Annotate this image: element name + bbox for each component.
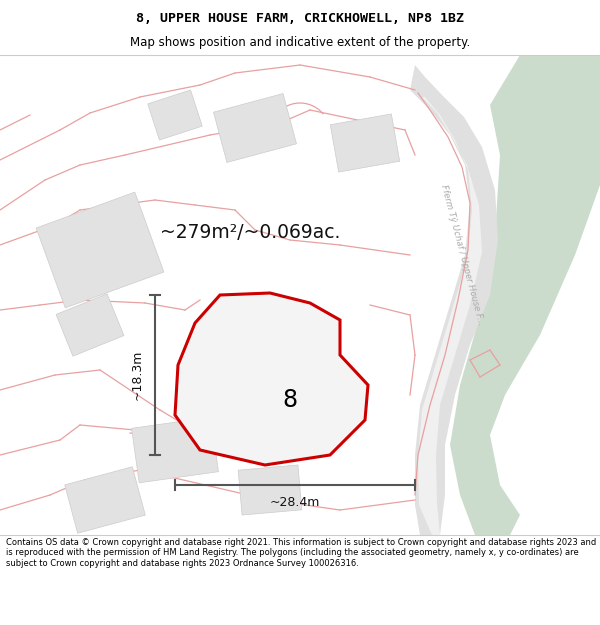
Polygon shape: [175, 293, 368, 465]
Polygon shape: [418, 97, 482, 535]
Polygon shape: [148, 90, 202, 140]
Polygon shape: [260, 366, 350, 434]
Polygon shape: [36, 192, 164, 308]
Polygon shape: [450, 55, 600, 535]
Text: Fferm Tŷ Uchaf / Upper House F...: Fferm Tŷ Uchaf / Upper House F...: [439, 184, 485, 326]
Text: ~279m²/~0.069ac.: ~279m²/~0.069ac.: [160, 224, 340, 243]
Polygon shape: [238, 465, 302, 515]
Polygon shape: [65, 467, 145, 533]
Text: Contains OS data © Crown copyright and database right 2021. This information is : Contains OS data © Crown copyright and d…: [6, 538, 596, 568]
Polygon shape: [56, 294, 124, 356]
Polygon shape: [214, 94, 296, 162]
Text: ~28.4m: ~28.4m: [270, 496, 320, 509]
Polygon shape: [331, 114, 400, 172]
Polygon shape: [131, 418, 218, 482]
Text: ~18.3m: ~18.3m: [131, 350, 143, 400]
Text: 8: 8: [283, 388, 298, 412]
Polygon shape: [410, 65, 498, 535]
Text: 8, UPPER HOUSE FARM, CRICKHOWELL, NP8 1BZ: 8, UPPER HOUSE FARM, CRICKHOWELL, NP8 1B…: [136, 12, 464, 25]
Text: Map shows position and indicative extent of the property.: Map shows position and indicative extent…: [130, 36, 470, 49]
